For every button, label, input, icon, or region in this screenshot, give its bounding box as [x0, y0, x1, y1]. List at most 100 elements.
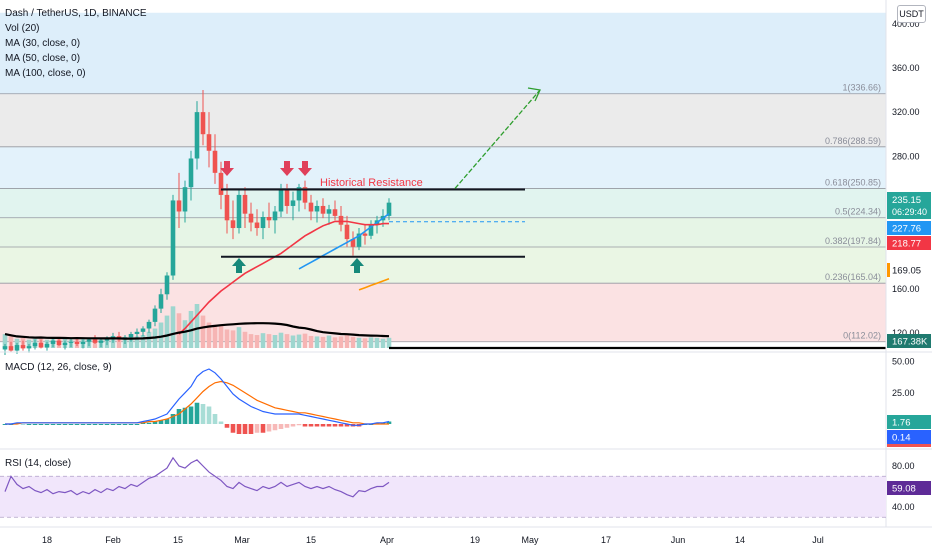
macd-histogram-bar: [344, 424, 350, 427]
macd-histogram-bar: [164, 419, 170, 424]
volume-bar: [278, 332, 284, 348]
volume-bar: [308, 335, 314, 348]
volume-bar: [326, 335, 332, 348]
volume-bar: [164, 315, 170, 348]
candle-body: [386, 202, 392, 216]
projection-arrowhead: [527, 87, 541, 102]
macd-histogram-bar: [182, 407, 188, 424]
volume-ma-line: [4, 322, 390, 340]
buy-arrow-icon: [232, 258, 246, 273]
macd-histogram-bar: [92, 424, 98, 425]
volume-bar: [254, 335, 260, 348]
fib-label: 0.618(250.85): [825, 177, 881, 187]
candle-body: [302, 187, 308, 203]
ma100-badge: 169.05: [892, 266, 921, 277]
ma30-line: [178, 220, 389, 335]
volume-bar: [236, 327, 242, 348]
macd-histogram-bar: [338, 424, 344, 427]
candle-body: [200, 112, 206, 135]
macd-histogram-bar: [128, 424, 134, 425]
candle-body: [344, 224, 350, 240]
macd-histogram-bar: [146, 422, 152, 424]
fib-label: 1(336.66): [842, 83, 881, 93]
currency-button[interactable]: USDT: [897, 5, 926, 23]
macd-histogram-bar: [206, 406, 212, 424]
macd-histogram-bar: [230, 424, 236, 433]
fib-label: 0.5(224.34): [835, 207, 881, 217]
macd-histogram-bar: [152, 421, 158, 424]
candle-body: [80, 341, 86, 344]
macd-histogram-bar: [20, 424, 26, 425]
volume-bar: [302, 333, 308, 348]
x-axis-tick-label: 18: [42, 535, 52, 545]
x-axis-tick-label: 17: [601, 535, 611, 545]
fib-zone: [0, 246, 886, 284]
macd-histogram-bar: [158, 420, 164, 424]
volume-bar: [26, 339, 32, 348]
ma100-line: [358, 278, 390, 291]
legend-ma50[interactable]: MA (50, close, 0): [5, 53, 81, 64]
volume-bar: [368, 337, 374, 348]
macd-histogram-bar: [386, 421, 392, 424]
sell-arrow-icon: [298, 161, 312, 176]
ma100-badge-marker: [887, 263, 890, 277]
candle-body: [272, 211, 278, 221]
volume-bar: [356, 337, 362, 348]
volume-bar: [338, 336, 344, 348]
candle-body: [242, 194, 248, 214]
volume-bar: [272, 335, 278, 348]
candle-body: [194, 112, 200, 159]
macd-histogram-bar: [170, 414, 176, 424]
macd-value-badge: 0.14: [892, 433, 911, 444]
macd-histogram-bar: [68, 424, 74, 425]
volume-bar: [386, 337, 392, 348]
historical-resistance-label: Historical Resistance: [320, 177, 423, 189]
last-price-badge: 235.15: [892, 195, 921, 206]
volume-bar: [224, 329, 230, 348]
candle-body: [308, 202, 314, 212]
macd-histogram-bar: [236, 424, 242, 434]
volume-bar: [350, 336, 356, 348]
candle-body: [296, 187, 302, 201]
volume-bar: [266, 334, 272, 348]
candle-body: [314, 205, 320, 212]
ma100-badge-bg: [887, 263, 931, 277]
macd-histogram-bar: [278, 424, 284, 429]
candle-body: [206, 134, 212, 151]
volume-bar: [362, 338, 368, 348]
candle-body: [56, 340, 62, 346]
indicator-legend: Dash / TetherUS, 1D, BINANCE Vol (20) MA…: [5, 6, 147, 81]
y-axis-tick-label: 280.00: [892, 151, 920, 161]
volume-bar: [290, 335, 296, 348]
symbol-title[interactable]: Dash / TetherUS, 1D, BINANCE: [5, 8, 147, 19]
macd-signal-badge: [887, 444, 931, 447]
candle-body: [224, 194, 230, 221]
rsi-title[interactable]: RSI (14, close): [5, 458, 72, 469]
candle-body: [176, 200, 182, 212]
macd-title[interactable]: MACD (12, 26, close, 9): [5, 362, 112, 373]
macd-histogram-bar: [104, 424, 110, 425]
fib-zone: [0, 217, 886, 247]
candle-body: [104, 338, 110, 341]
legend-vol[interactable]: Vol (20): [5, 23, 40, 34]
volume-bar: [128, 337, 134, 348]
legend-ma30[interactable]: MA (30, close, 0): [5, 38, 81, 49]
volume-bar: [374, 337, 380, 348]
macd-histogram-bar: [290, 424, 296, 427]
fib-zone: [0, 93, 886, 147]
candle-body: [338, 215, 344, 225]
volume-bar: [176, 313, 182, 348]
volume-bar: [320, 336, 326, 348]
legend-ma100[interactable]: MA (100, close, 0): [5, 68, 86, 79]
macd-value-badge-bg: [887, 430, 931, 444]
macd-histogram-bar: [56, 424, 62, 425]
macd-histogram-bar: [224, 424, 230, 428]
candle-body: [14, 345, 20, 351]
rsi-band: [0, 476, 886, 518]
candle-body: [152, 308, 158, 322]
y-axis-tick-label: 120.00: [892, 328, 920, 338]
candle-body: [320, 205, 326, 214]
volume-bar: [140, 335, 146, 348]
macd-histogram-bar: [314, 424, 320, 427]
